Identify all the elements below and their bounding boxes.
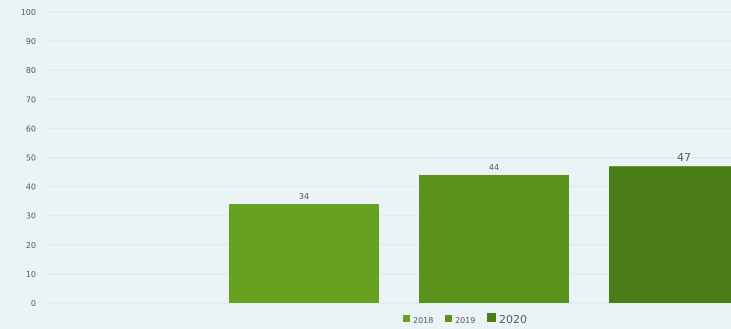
bar-2020 [609, 166, 731, 303]
y-tick-label: 80 [26, 66, 36, 75]
data-label-2019: 44 [489, 163, 499, 172]
legend-label-2018: 2018 [413, 316, 433, 325]
y-tick-label: 60 [26, 124, 36, 133]
y-tick-label: 30 [26, 212, 36, 221]
bars [229, 166, 731, 303]
legend-label-2020: 2020 [499, 313, 527, 326]
grid-lines [46, 11, 731, 304]
legend-swatch-2020 [487, 313, 496, 322]
legend-swatch-2018 [403, 315, 410, 322]
y-axis-ticks: 0 10 20 30 40 50 60 70 80 90 100 [21, 8, 36, 308]
y-tick-label: 100 [21, 8, 36, 17]
legend-label-2019: 2019 [455, 316, 475, 325]
y-tick-label: 0 [31, 299, 36, 308]
legend-swatch-2019 [445, 315, 452, 322]
y-tick-label: 10 [26, 270, 36, 279]
bar-2019 [419, 174, 569, 303]
y-tick-label: 20 [26, 241, 36, 250]
data-label-2018: 34 [299, 192, 309, 201]
bar-2018 [229, 204, 379, 303]
y-tick-label: 50 [26, 154, 36, 163]
y-tick-label: 70 [26, 95, 36, 104]
y-tick-label: 90 [26, 37, 36, 46]
legend: 2018 2019 2020 [403, 313, 527, 326]
data-label-2020: 47 [677, 151, 691, 164]
data-labels: 34 44 47 [299, 151, 691, 201]
y-tick-label: 40 [26, 183, 36, 192]
